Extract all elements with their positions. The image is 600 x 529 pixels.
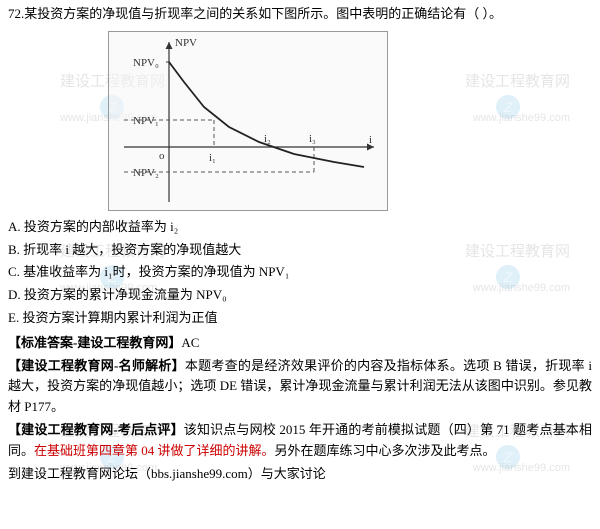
answer-label: 【标准答案-建设工程教育网】	[8, 335, 181, 350]
analysis-body-2-red: 在基础班第四章第 04 讲做了详细的讲解。	[34, 443, 275, 458]
option-e: E. 投资方案计算期内累计利润为正值	[8, 308, 592, 329]
analysis-review: 【建设工程教育网-考后点评】该知识点与网校 2015 年开通的考前模拟试题（四）…	[8, 420, 592, 462]
analysis-head-2: 【建设工程教育网-考后点评】	[8, 422, 184, 437]
svg-text:NPV: NPV	[175, 37, 197, 49]
svg-text:NPV₂: NPV₂	[133, 167, 159, 179]
question-stem: 72.某投资方案的净现值与折现率之间的关系如下图所示。图中表明的正确结论有（ ）…	[8, 4, 592, 25]
svg-text:NPV₀: NPV₀	[133, 57, 159, 69]
answer-value: AC	[181, 335, 199, 350]
option-a: A. 投资方案的内部收益率为 i₂	[8, 217, 592, 238]
svg-text:o: o	[159, 150, 165, 162]
analysis-body-2b: 另外在题库练习中心多次涉及此考点。	[275, 443, 496, 458]
option-d: D. 投资方案的累计净现金流量为 NPV₀	[8, 285, 592, 306]
svg-text:i₃: i₃	[309, 133, 316, 145]
svg-text:NPV₁: NPV₁	[133, 115, 159, 127]
options-list: A. 投资方案的内部收益率为 i₂ B. 折现率 i 越大，投资方案的净现值越大…	[8, 217, 592, 329]
standard-answer: 【标准答案-建设工程教育网】AC	[8, 333, 592, 354]
npv-chart: NPVioNPV₀NPV₁NPV₂i₁i₂i₃	[108, 31, 388, 211]
svg-text:i: i	[369, 134, 372, 146]
footer-link-text: 到建设工程教育网论坛（bbs.jianshe99.com）与大家讨论	[8, 464, 592, 485]
analysis-head-1: 【建设工程教育网-名师解析】	[8, 358, 185, 373]
analysis-expert: 【建设工程教育网-名师解析】本题考查的是经济效果评价的内容及指标体系。选项 B …	[8, 356, 592, 418]
option-c: C. 基准收益率为 i₁时，投资方案的净现值为 NPV₁	[8, 262, 592, 283]
option-b: B. 折现率 i 越大，投资方案的净现值越大	[8, 240, 592, 261]
svg-text:i₁: i₁	[209, 152, 216, 164]
